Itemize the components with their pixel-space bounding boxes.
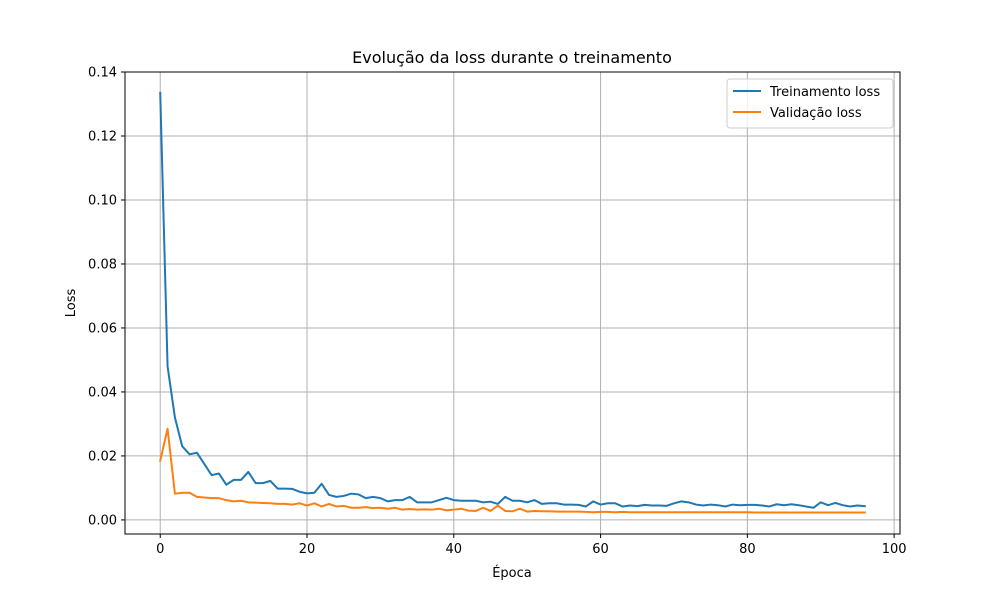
y-tick-label: 0.02	[88, 449, 117, 464]
x-tick-label: 20	[299, 542, 316, 557]
x-tick-label: 100	[882, 542, 907, 557]
treinamento-loss-line	[159, 91, 866, 509]
x-axis-label: Época	[492, 565, 532, 581]
legend-entry-treinamento-label: Treinamento loss	[769, 85, 880, 100]
validacao-loss-line	[159, 427, 866, 514]
y-tick-label: 0.08	[88, 257, 117, 272]
y-tick-label: 0.04	[88, 385, 117, 400]
y-tick-label: 0.06	[88, 321, 117, 336]
series-lines	[159, 91, 866, 514]
axis-ticks: 0 20 40 60 80 100 0.00 0.02 0.04 0.06 0.08 0.10 0.12…	[88, 66, 906, 558]
legend: Treinamento loss Validação loss	[726, 78, 894, 129]
x-tick-label: 40	[446, 542, 463, 557]
legend-entry-validacao-label: Validação loss	[770, 106, 862, 121]
chart-title: Evolução da loss durante o treinamento	[352, 48, 672, 67]
y-tick-label: 0.00	[88, 513, 117, 528]
y-tick-label: 0.12	[88, 129, 117, 144]
x-tick-label: 80	[739, 542, 756, 557]
y-tick-label: 0.10	[88, 193, 117, 208]
plot-area-frame	[124, 71, 901, 535]
y-axis-label: Loss	[64, 289, 79, 318]
y-tick-label: 0.14	[88, 66, 117, 81]
x-tick-label: 60	[592, 542, 609, 557]
x-tick-label: 0	[156, 542, 164, 557]
legend-box	[726, 78, 894, 129]
